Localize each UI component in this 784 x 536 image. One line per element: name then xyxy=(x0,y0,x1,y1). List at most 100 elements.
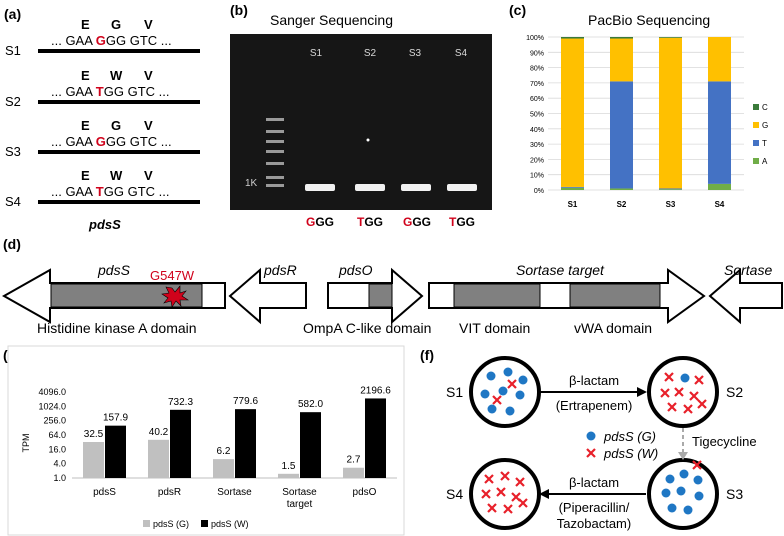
seq-post: GG GTC ... xyxy=(106,33,172,48)
legend-label-w: pdsS (W) xyxy=(211,519,249,529)
y-tick-label: 70% xyxy=(530,81,544,88)
sanger-result: GGG xyxy=(403,215,431,229)
pacbio-chart: 0% 10% 20% 30% 40% 50% 60% 70% 80% 90% 100% S1 S2 S3 S… xyxy=(526,35,768,209)
panel-c-label: (c) xyxy=(509,2,526,18)
y-tick-label: 0% xyxy=(534,188,544,195)
bar-pdss-w xyxy=(300,412,321,478)
bar-segment-G xyxy=(610,38,633,82)
gel-band xyxy=(355,184,385,191)
pdss-g-cell-icon xyxy=(518,375,528,385)
x-tick-label: S3 xyxy=(666,200,676,209)
aa-2: W xyxy=(110,68,123,83)
pdss-w-cell-icon xyxy=(667,402,677,412)
legend-label-g: pdsS (G) xyxy=(153,519,189,529)
x-tick-label: pdsS xyxy=(93,487,116,498)
y-tick-label: 80% xyxy=(530,66,544,73)
cross-stroke xyxy=(481,489,491,499)
cross-stroke xyxy=(487,503,497,513)
aa-3: V xyxy=(144,168,153,183)
strain-label: S2 xyxy=(5,94,21,109)
tpm-chart: 1.0 4.0 16.0 64.0 256.0 1024.0 4096.0 32.5 157.9… xyxy=(38,385,397,510)
ladder-band xyxy=(266,130,284,133)
x-tick-label: target xyxy=(287,499,313,510)
bar-pdss-g xyxy=(83,442,104,478)
arrowhead-icon xyxy=(539,489,549,499)
pdss-g-cell-icon xyxy=(486,371,496,381)
cross-stroke xyxy=(500,471,510,481)
panel-f: (f) S1 S2 S3 S4 β-lactam (Ertrapenem) Ti… xyxy=(420,347,757,531)
pdss-w-cell-icon xyxy=(660,388,670,398)
aa-2: G xyxy=(111,17,121,32)
seq-mutation: G xyxy=(96,134,106,149)
y-tick-label: 1.0 xyxy=(53,473,66,483)
gel-spot xyxy=(366,138,370,142)
y-tick-label: 10% xyxy=(530,173,544,180)
y-tick-label: 64.0 xyxy=(48,430,66,440)
strain-s3: S3 xyxy=(726,486,743,502)
aa-3: V xyxy=(144,17,153,32)
legend-swatch xyxy=(753,122,759,128)
ladder-band xyxy=(266,140,284,143)
ladder-band xyxy=(266,118,284,121)
data-label: 732.3 xyxy=(168,397,193,408)
cross-stroke xyxy=(694,375,704,385)
lane-label: S4 xyxy=(455,48,468,59)
strain-label: S1 xyxy=(5,43,21,58)
sanger-result: TGG xyxy=(357,215,383,229)
treatment-drug: (Piperacillin/ xyxy=(559,500,630,515)
pdss-w-cell-icon xyxy=(496,487,506,497)
y-tick-label: 16.0 xyxy=(48,444,66,454)
pdss-g-cell-icon xyxy=(683,505,693,515)
bar-segment-C xyxy=(659,37,682,38)
ompa-domain xyxy=(368,283,393,308)
pdss-g-cell-icon xyxy=(667,503,677,513)
bar-pdss-g xyxy=(278,473,299,478)
gene-arrow-pdsr xyxy=(228,267,307,325)
dna-sequence: ... GAA GGG GTC ... xyxy=(51,33,172,48)
bar-pdss-w xyxy=(170,409,191,478)
pdss-g-cell-icon xyxy=(693,475,703,485)
data-label: 6.2 xyxy=(217,446,231,457)
bar-segment-G xyxy=(659,37,682,189)
pdss-w-cell-icon xyxy=(484,474,494,484)
data-label: 1.5 xyxy=(282,461,296,472)
ladder-band xyxy=(266,150,284,153)
pdss-g-cell-icon xyxy=(680,373,690,383)
sanger-mutation: T xyxy=(357,215,365,229)
culture-s4 xyxy=(469,458,541,530)
bar-segment-T xyxy=(610,81,633,189)
y-tick-label: 1024.0 xyxy=(38,401,66,411)
gel-band xyxy=(447,184,477,191)
bar-segment-G xyxy=(708,37,731,82)
dna-line xyxy=(38,49,200,53)
gel-image xyxy=(230,34,492,210)
y-tick-label: 20% xyxy=(530,157,544,164)
pdss-g-cell-icon xyxy=(505,406,515,416)
domain-label-vit: VIT domain xyxy=(459,320,530,336)
lane-label: S2 xyxy=(364,48,377,59)
legend-label-g: pdsS (G) xyxy=(603,429,656,444)
dna-sequence: ... GAA GGG GTC ... xyxy=(51,134,172,149)
x-tick-label: Sortase xyxy=(282,487,317,498)
pdss-w-cell-icon xyxy=(674,387,684,397)
sanger-mutation: G xyxy=(403,215,412,229)
panel-d-label: (d) xyxy=(3,236,21,252)
bar-segment-A xyxy=(708,183,731,190)
panel-c: (c) PacBio Sequencing 0% 10% 20% 30% 40% 50% 6… xyxy=(509,2,768,209)
bar-pdss-w xyxy=(365,398,386,478)
legend-dot-icon xyxy=(586,431,596,441)
panel-d: (d) G547W pdsS Histidine kinase A domain… xyxy=(1,236,783,336)
strain-label: S4 xyxy=(5,194,21,209)
seq-pre: ... GAA xyxy=(51,33,96,48)
pdss-w-cell-icon xyxy=(689,391,699,401)
ladder-band xyxy=(266,176,284,179)
aa-3: V xyxy=(144,68,153,83)
domain-label-ompa: OmpA C-like domain xyxy=(303,320,431,336)
bar-pdss-g xyxy=(148,439,169,478)
aa-3: V xyxy=(144,118,153,133)
bar-pdss-w xyxy=(105,425,126,478)
pdss-w-cell-icon xyxy=(492,395,502,405)
culture-s2 xyxy=(647,356,719,428)
bar-segment-C xyxy=(610,37,633,39)
panel-e: (e) TPM 1.04.016.064.0256.01024.04096.03… xyxy=(3,345,405,536)
